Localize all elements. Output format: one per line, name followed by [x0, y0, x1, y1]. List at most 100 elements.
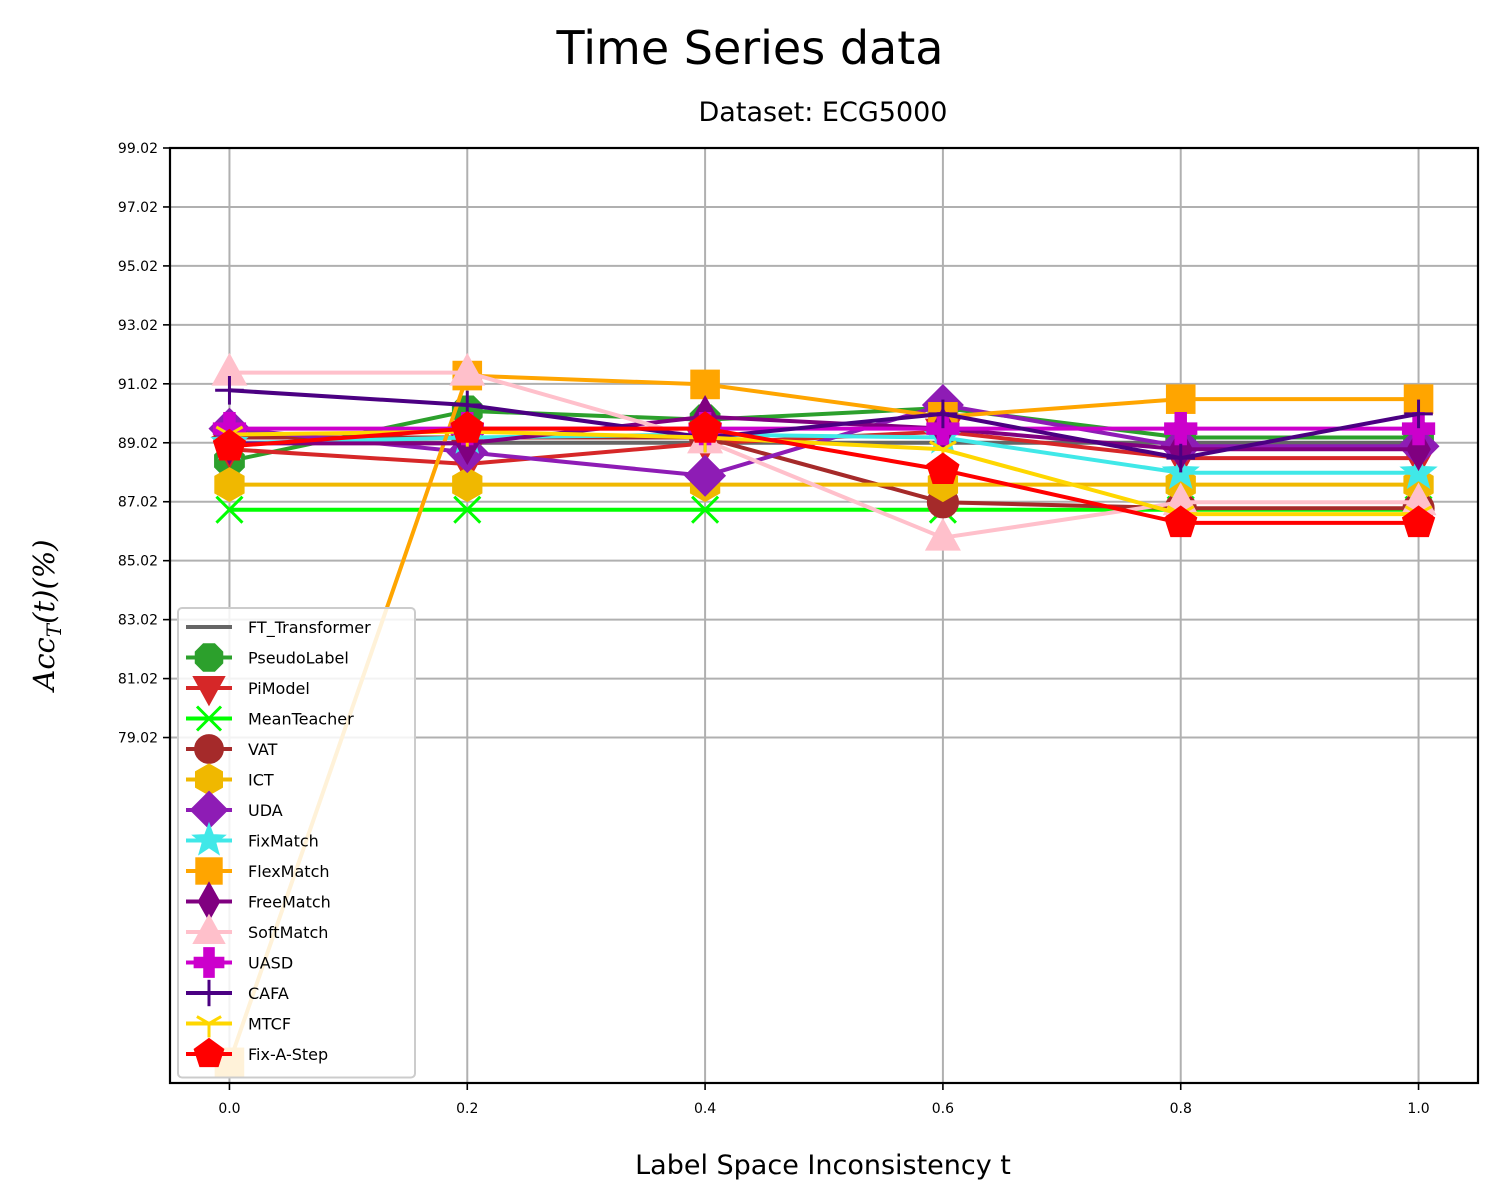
- data-point-cafa: [215, 375, 244, 405]
- legend-label: MTCF: [248, 1015, 291, 1034]
- data-point-cafa: [1166, 443, 1196, 473]
- legend-label: SoftMatch: [248, 923, 328, 942]
- legend-item-cafa: CAFA: [186, 979, 289, 1007]
- data-point-uasd: [1401, 411, 1436, 446]
- data-point-ict: [452, 467, 483, 503]
- data-point-flexmatch: [1165, 384, 1196, 414]
- data-point-ict: [214, 467, 245, 503]
- data-point-meanteacher: [453, 495, 482, 524]
- legend-item-vat: VAT: [186, 734, 278, 764]
- y-tick-label: 95.02: [118, 259, 158, 275]
- data-point-fix-a-step: [926, 452, 960, 485]
- series-line-uda: [229, 403, 1419, 478]
- x-tick-label: 0.8: [1170, 1101, 1192, 1117]
- series-line-softmatch: [229, 370, 1419, 540]
- ticks: 0.0 0.2 0.4 0.6 0.8 1.0 79.02 81.02 83.02 85.02 87…: [118, 141, 1430, 1117]
- data-point-uasd: [1164, 411, 1198, 446]
- legend-swatch-marker: [193, 947, 225, 978]
- series-fix-a-step: [212, 411, 1436, 538]
- chart-title: Time Series data: [556, 21, 944, 75]
- legend: FT_Transformer PseudoLabel PiModel MeanTeac…: [177, 607, 416, 1079]
- y-axis-label-main: Acc: [27, 637, 61, 693]
- legend-label: CAFA: [248, 984, 289, 1003]
- legend-item-meanteacher: MeanTeacher: [186, 705, 354, 732]
- legend-label: ICT: [248, 771, 274, 790]
- legend-label: FlexMatch: [248, 862, 330, 881]
- legend-item-fixmatch: FixMatch: [186, 821, 319, 856]
- legend-item-uasd: UASD: [186, 947, 293, 978]
- y-axis-label-rest: (t)(%): [27, 539, 61, 623]
- series-line-pseudolabel: [229, 406, 1419, 463]
- legend-swatch-marker: [192, 913, 226, 945]
- series-line-fixmatch: [229, 432, 1419, 475]
- legend-label: PseudoLabel: [248, 649, 349, 668]
- data-point-flexmatch: [1403, 384, 1434, 414]
- legend-label: FreeMatch: [248, 893, 331, 912]
- data-point-cafa: [1404, 399, 1433, 429]
- data-point-meanteacher: [691, 495, 720, 524]
- y-tick-label: 81.02: [118, 672, 158, 688]
- y-tick-label: 83.02: [118, 613, 158, 629]
- legend-item-softmatch: SoftMatch: [186, 913, 328, 945]
- legend-item-flexmatch: FlexMatch: [186, 857, 330, 885]
- x-tick-label: 0.6: [932, 1101, 954, 1117]
- legend-label: PiModel: [248, 679, 310, 698]
- legend-swatch-marker: [195, 979, 223, 1007]
- legend-swatch-marker: [196, 1015, 222, 1038]
- legend-swatch-marker: [194, 643, 224, 672]
- series-line-fix-a-step: [229, 426, 1419, 525]
- series-layer: [208, 352, 1440, 1078]
- legend-label: Fix-A-Step: [248, 1045, 328, 1064]
- legend-item-pseudolabel: PseudoLabel: [186, 643, 349, 672]
- legend-label: VAT: [248, 740, 278, 759]
- legend-swatch-marker: [193, 1037, 225, 1068]
- x-tick-label: 1.0: [1407, 1101, 1429, 1117]
- data-point-meanteacher: [215, 495, 244, 524]
- legend-item-freematch: FreeMatch: [186, 881, 331, 922]
- data-point-softmatch: [449, 352, 486, 386]
- y-tick-label: 97.02: [118, 200, 158, 216]
- y-tick-label: 87.02: [118, 495, 158, 511]
- legend-swatch-marker: [192, 675, 226, 707]
- legend-item-uda: UDA: [186, 790, 283, 830]
- data-point-softmatch: [924, 517, 961, 551]
- legend-swatch-marker: [195, 705, 223, 732]
- data-point-fix-a-step: [1164, 505, 1198, 538]
- data-point-fix-a-step: [1401, 505, 1436, 538]
- legend-box: [177, 607, 416, 1079]
- legend-item-pimodel: PiModel: [186, 675, 310, 707]
- legend-item-fix-a-step: Fix-A-Step: [186, 1037, 328, 1068]
- y-axis-label-sub: T: [42, 622, 66, 637]
- data-point-uda: [684, 454, 727, 497]
- legend-item-ict: ICT: [186, 763, 274, 796]
- data-point-cafa: [928, 399, 958, 429]
- data-point-fix-a-step: [212, 428, 247, 461]
- data-point-flexmatch: [690, 369, 720, 400]
- legend-item-ft-transformer: FT_Transformer: [186, 618, 371, 638]
- series-line-cafa: [229, 388, 1419, 461]
- legend-label: UASD: [248, 954, 293, 973]
- x-tick-label: 0.0: [218, 1101, 240, 1117]
- chart-subtitle: Dataset: ECG5000: [699, 97, 948, 128]
- data-point-fix-a-step: [450, 411, 484, 443]
- legend-item-mtcf: MTCF: [186, 1015, 291, 1038]
- legend-swatch-marker: [194, 734, 224, 764]
- legend-label: FT_Transformer: [248, 618, 371, 638]
- legend-swatch-marker: [195, 857, 223, 885]
- legend-label: MeanTeacher: [248, 710, 354, 729]
- y-tick-label: 91.02: [118, 377, 158, 393]
- x-tick-label: 0.2: [456, 1101, 478, 1117]
- data-point-fix-a-step: [688, 411, 722, 443]
- plot-frame: [168, 146, 1480, 1085]
- legend-label: FixMatch: [248, 832, 319, 851]
- y-tick-label: 85.02: [118, 554, 158, 570]
- x-axis-label: Label Space Inconsistency t: [635, 1150, 1011, 1181]
- x-tick-label: 0.4: [694, 1101, 716, 1117]
- y-axis-label: AccT(t)(%): [27, 539, 66, 693]
- y-tick-label: 99.02: [118, 141, 158, 157]
- y-tick-label: 79.02: [118, 731, 158, 747]
- y-tick-label: 93.02: [118, 318, 158, 334]
- y-tick-label: 89.02: [118, 436, 158, 452]
- series-line-flexmatch: [227, 373, 1419, 1064]
